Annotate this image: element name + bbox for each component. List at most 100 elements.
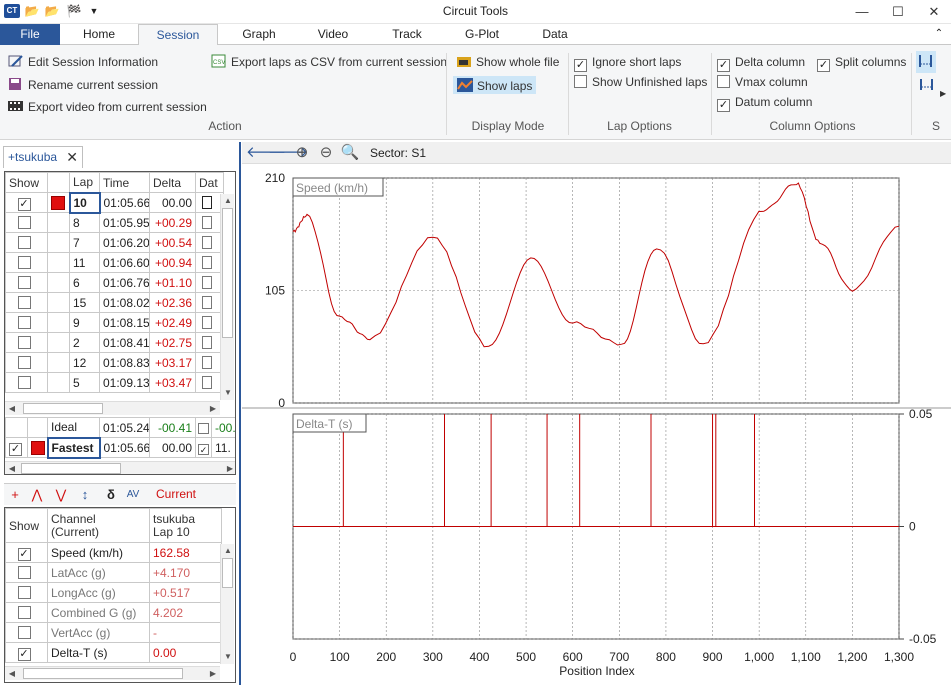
laps-vertical-scrollbar[interactable]: ▲ ▼ — [220, 194, 234, 400]
lap-row[interactable]: 12 01:08.83 +03.17 — [5, 352, 224, 373]
col-header-delta[interactable]: Delta — [149, 172, 196, 193]
checkbox-unchecked[interactable] — [198, 422, 209, 434]
summary-horizontal-scrollbar[interactable]: ◀ ▶ — [5, 461, 235, 474]
show-checkbox-cell[interactable] — [5, 232, 48, 253]
summary-datum-cell[interactable] — [195, 417, 212, 438]
scroll-left-icon[interactable]: ◀ — [8, 464, 16, 473]
scroll-left-icon[interactable]: ◀ — [8, 669, 16, 678]
lap-number[interactable]: 15 — [69, 292, 100, 313]
checkbox-unchecked[interactable] — [574, 75, 587, 88]
checkbox-checked[interactable]: ✓ — [574, 59, 587, 72]
scroll-right-icon[interactable]: ▶ — [209, 404, 217, 413]
col-header-lap[interactable]: Lap — [69, 172, 100, 193]
lap-row[interactable]: 8 01:05.95 +00.29 — [5, 212, 224, 233]
channel-row[interactable]: LatAcc (g) +4.170 — [5, 562, 222, 583]
forward-arrow-icon[interactable]: 🡒 — [268, 144, 309, 161]
show-checkbox-cell[interactable] — [5, 252, 48, 273]
lap-row[interactable]: 5 01:09.13 +03.47 — [5, 372, 224, 393]
col-header-datum[interactable]: Dat — [195, 172, 224, 193]
pane-divider[interactable] — [239, 142, 241, 685]
col-header-value[interactable]: tsukuba Lap 10 — [149, 508, 222, 543]
show-checkbox-cell[interactable] — [5, 372, 48, 393]
checkbox-unchecked[interactable] — [17, 355, 31, 369]
show-checkbox-cell[interactable] — [5, 292, 48, 313]
maximize-button[interactable]: ☐ — [892, 4, 904, 19]
lap-color-cell[interactable] — [47, 312, 70, 333]
lap-row[interactable]: 15 01:08.02 +02.36 — [5, 292, 224, 313]
lap-color-cell[interactable] — [47, 372, 70, 393]
rename-session-button[interactable]: Rename current session — [8, 76, 158, 94]
lap-row[interactable]: ✓ 10 01:05.66 00.00 — [5, 191, 224, 214]
checkbox-checked[interactable]: ✓ — [817, 59, 830, 72]
checkbox-checked[interactable]: ✓ — [717, 99, 730, 112]
col-header-show[interactable]: Show — [5, 508, 48, 543]
scrollbar-thumb[interactable] — [222, 558, 233, 588]
lap-number[interactable]: 6 — [69, 272, 100, 293]
lap-number[interactable]: 11 — [69, 252, 100, 273]
checkbox-checked[interactable]: ✓ — [17, 648, 31, 661]
lap-color-cell[interactable] — [47, 232, 70, 253]
average-icon[interactable]: AV — [126, 489, 140, 500]
show-checkbox-cell[interactable] — [5, 417, 28, 438]
lap-color-cell[interactable] — [47, 272, 70, 293]
scroll-down-icon[interactable]: ▼ — [224, 388, 232, 397]
datum-cell[interactable] — [195, 352, 224, 373]
show-checkbox-cell[interactable] — [5, 582, 48, 603]
open-recent-icon[interactable]: 📂 — [44, 4, 60, 18]
lap-number[interactable]: 10 — [68, 191, 101, 214]
tab-data[interactable]: Data — [542, 27, 568, 41]
datum-checkbox[interactable] — [202, 215, 212, 229]
tab-session[interactable]: Session — [138, 24, 218, 46]
checkbox-unchecked[interactable] — [17, 585, 31, 599]
ignore-short-laps-checkbox[interactable]: ✓ Ignore short laps — [574, 53, 681, 72]
lap-number[interactable]: 7 — [69, 232, 100, 253]
tab-video[interactable]: Video — [317, 27, 349, 41]
datum-checkbox[interactable] — [202, 195, 212, 209]
scroll-up-icon[interactable]: ▲ — [224, 546, 232, 555]
add-marker-icon[interactable]: + — [11, 487, 19, 502]
scrollbar-thumb[interactable] — [222, 208, 233, 338]
datum-checkbox[interactable] — [202, 335, 212, 349]
sector-marker-button[interactable] — [916, 51, 936, 73]
datum-checkbox[interactable] — [202, 355, 212, 369]
datum-checkbox[interactable] — [202, 255, 212, 269]
datum-checkbox[interactable] — [202, 275, 212, 289]
datum-checkbox[interactable] — [202, 375, 212, 389]
checkbox-checked[interactable]: ✓ — [17, 548, 31, 561]
tab-track[interactable]: Track — [392, 27, 422, 41]
col-header-time[interactable]: Time — [99, 172, 150, 193]
checkbox-checked[interactable]: ✓ — [17, 198, 31, 211]
lap-number[interactable]: 2 — [69, 332, 100, 353]
search-icon[interactable]: 🔍 — [340, 144, 360, 161]
show-unfinished-laps-checkbox[interactable]: Show Unfinished laps — [574, 73, 707, 91]
show-whole-file-button[interactable]: Show whole file — [453, 53, 562, 71]
channel-row[interactable]: ✓ Speed (km/h) 162.58 — [5, 542, 222, 563]
checkbox-checked[interactable]: ✓ — [198, 444, 209, 455]
export-video-button[interactable]: Export video from current session — [8, 98, 207, 116]
collapse-ribbon-icon[interactable]: ⌃ — [934, 28, 944, 39]
scroll-up-icon[interactable]: ▲ — [224, 196, 232, 205]
lap-row[interactable]: 2 01:08.41 +02.75 — [5, 332, 224, 353]
lap-number[interactable]: 8 — [69, 212, 100, 233]
back-arrow-icon[interactable]: 🡐 — [246, 144, 287, 161]
range-icon[interactable]: ↕ — [81, 487, 89, 502]
lap-number[interactable]: 9 — [69, 312, 100, 333]
delta-column-checkbox[interactable]: ✓ Delta column — [717, 53, 805, 72]
scroll-right-icon[interactable]: ▶ — [209, 669, 217, 678]
checkbox-unchecked[interactable] — [17, 255, 31, 269]
col-header-show[interactable]: Show — [5, 172, 48, 193]
scroll-left-icon[interactable]: ◀ — [8, 404, 16, 413]
lap-color-cell[interactable] — [47, 292, 70, 313]
scroll-right-icon[interactable]: ▶ — [226, 464, 234, 473]
show-checkbox-cell[interactable]: ✓ — [5, 437, 28, 458]
datum-checkbox[interactable] — [202, 235, 212, 249]
datum-column-checkbox[interactable]: ✓ Datum column — [717, 93, 812, 112]
lap-number[interactable]: 12 — [69, 352, 100, 373]
lap-row[interactable]: 11 01:06.60 +00.94 — [5, 252, 224, 273]
close-tab-icon[interactable]: ✕ — [66, 149, 78, 165]
ribbon-scroll-right-icon[interactable]: ▶ — [940, 89, 947, 98]
summary-label[interactable]: Ideal — [47, 417, 100, 438]
checkbox-unchecked[interactable] — [17, 565, 31, 579]
peak-min-icon[interactable]: ⋁ — [55, 487, 67, 502]
lap-row[interactable]: 9 01:08.15 +02.49 — [5, 312, 224, 333]
